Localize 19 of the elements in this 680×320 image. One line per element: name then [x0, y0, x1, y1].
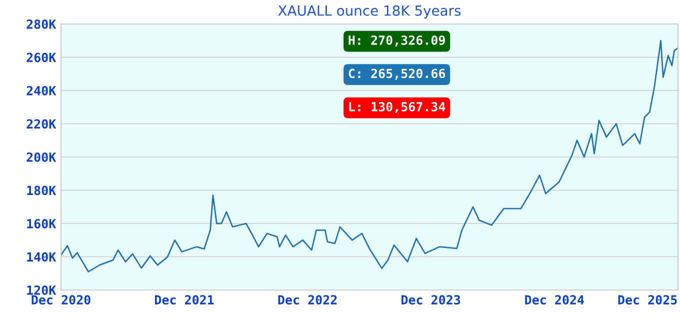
x-tick-label: Dec 2020 [32, 295, 90, 305]
y-tick-label: 160K [27, 218, 56, 228]
y-tick-label: 120K [27, 285, 56, 295]
x-tick-label: Dec 2023 [402, 295, 460, 305]
x-tick-label: Dec 2022 [278, 295, 337, 305]
x-tick-label: Dec 2021 [155, 295, 214, 305]
x-tick-label: Dec 2024 [525, 295, 584, 305]
y-tick-label: 200K [26, 152, 56, 162]
y-tick-label: 220K [26, 119, 56, 129]
y-tick-label: 240K [26, 86, 56, 96]
annotation: L: 130,567.34 [349, 102, 446, 113]
y-tick-label: 280K [26, 19, 56, 29]
annotation: H: 270,326.09 [348, 35, 445, 46]
y-tick-label: 180K [27, 186, 56, 196]
y-tick-label: 140K [27, 252, 56, 262]
chart-title: XAUALL ounce 18K 5years [278, 5, 461, 19]
annotation: C: 265,520.66 [348, 68, 446, 80]
x-tick-label: Dec 2025 [618, 295, 677, 305]
y-tick-label: 260K [26, 52, 56, 62]
